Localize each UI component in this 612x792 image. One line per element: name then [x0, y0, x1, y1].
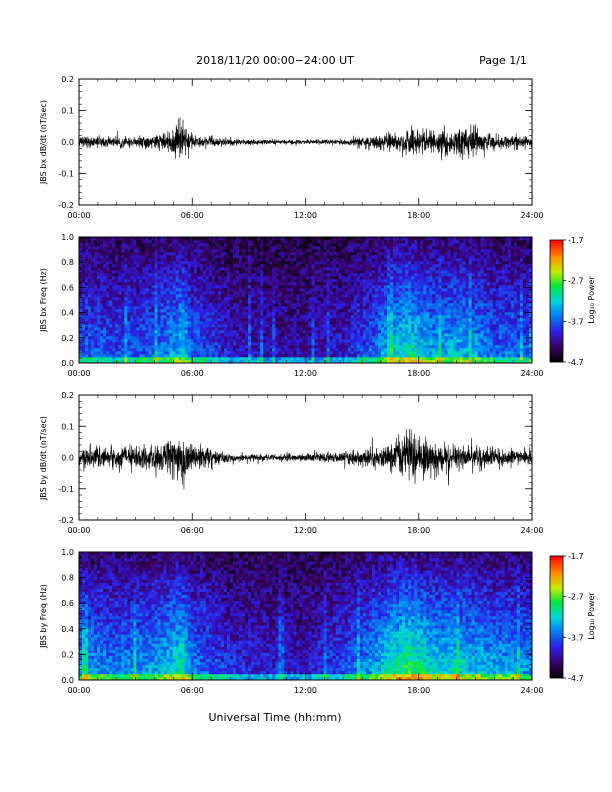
x-tick-label: 12:00	[294, 369, 317, 378]
x-tick-label: 18:00	[407, 526, 430, 535]
bx-spectrogram-panel: JBS bx Freq (Hz) 1.0 0.8 0.6 0.4 0.2 0.000:00…	[39, 233, 544, 378]
page-indicator: Page 1/1	[479, 54, 527, 67]
y-tick-label: 0.4	[61, 625, 74, 634]
y-tick-label: 0.6	[61, 283, 74, 292]
y-tick-label: -0.1	[58, 170, 74, 179]
colorbar-tick-label: -2.7	[568, 593, 584, 602]
colorbar-tick-label: -1.7	[568, 552, 584, 561]
y-tick-label: 0.1	[61, 422, 74, 431]
figure-title: 2018/11/20 00:00−24:00 UT	[196, 54, 354, 67]
bx-waveform-panel: JBS bx dB/dt (nT/sec) 0.20.10.0-0.1-0.20…	[39, 75, 544, 220]
by-waveform-ylabel: JBS by dB/dt (nT/sec)	[39, 416, 48, 501]
y-tick-label: -0.2	[58, 516, 74, 525]
x-tick-label: 18:00	[407, 211, 430, 220]
colorbar-tick-label: -1.7	[568, 236, 584, 245]
y-tick-label: 0.1	[61, 107, 74, 116]
x-tick-label: 18:00	[407, 369, 430, 378]
by-waveform-panel: JBS by dB/dt (nT/sec) 0.20.10.0-0.1-0.20…	[39, 391, 544, 535]
x-tick-label: 06:00	[181, 369, 204, 378]
colorbar-tick-label: -2.7	[568, 277, 584, 286]
x-tick-label: 12:00	[294, 211, 317, 220]
y-tick-label: 0.2	[61, 391, 74, 400]
x-tick-label: 06:00	[181, 686, 204, 695]
waveform-trace	[78, 117, 533, 161]
x-tick-label: 00:00	[67, 526, 90, 535]
x-tick-label: 24:00	[520, 211, 543, 220]
by-spectrogram-ylabel: JBS by Freq (Hz)	[39, 584, 48, 649]
by-colorbar-label: Log₁₀ Power	[587, 592, 596, 640]
x-tick-label: 06:00	[181, 526, 204, 535]
x-tick-label: 18:00	[407, 686, 430, 695]
colorbar-tick-label: -3.7	[568, 633, 584, 642]
y-tick-label: 0.4	[61, 309, 74, 318]
y-tick-label: -0.1	[58, 485, 74, 494]
y-tick-label: 0.2	[61, 334, 74, 343]
bx-colorbar: Log₁₀ Power -1.7 -2.7 -3.7 -4.7	[549, 236, 596, 367]
bx-spectrogram-ylabel: JBS bx Freq (Hz)	[39, 268, 48, 333]
bx-colorbar-label: Log₁₀ Power	[587, 276, 596, 324]
y-tick-label: 0.2	[61, 650, 74, 659]
colorbar-frame	[549, 239, 564, 363]
y-tick-label: 0.0	[61, 359, 74, 368]
x-tick-label: 00:00	[67, 369, 90, 378]
x-tick-label: 24:00	[520, 526, 543, 535]
x-tick-label: 24:00	[520, 686, 543, 695]
x-tick-label: 12:00	[294, 526, 317, 535]
colorbar-frame	[549, 555, 564, 679]
by-colorbar: Log₁₀ Power -1.7 -2.7 -3.7 -4.7	[549, 552, 596, 683]
spectrogram-cells	[79, 237, 533, 364]
y-tick-label: 0.0	[61, 454, 74, 463]
colorbar-tick-label: -3.7	[568, 317, 584, 326]
y-tick-label: 1.0	[61, 548, 74, 557]
y-tick-label: 0.0	[61, 138, 74, 147]
colorbar-tick-label: -4.7	[568, 674, 584, 683]
y-tick-label: 0.8	[61, 574, 74, 583]
colorbar-tick-label: -4.7	[568, 358, 584, 367]
y-tick-label: -0.2	[58, 201, 74, 210]
y-tick-label: 0.2	[61, 75, 74, 84]
x-tick-label: 06:00	[181, 211, 204, 220]
by-spectrogram-panel: JBS by Freq (Hz) 1.0 0.8 0.6 0.4 0.2 0.000:00…	[39, 548, 544, 695]
y-tick-label: 0.6	[61, 599, 74, 608]
x-tick-label: 00:00	[67, 686, 90, 695]
spectrogram-cells	[79, 552, 533, 681]
bx-waveform-ylabel: JBS bx dB/dt (nT/sec)	[39, 100, 48, 185]
x-tick-label: 12:00	[294, 686, 317, 695]
x-tick-label: 24:00	[520, 369, 543, 378]
waveform-trace	[78, 428, 533, 490]
x-tick-label: 00:00	[67, 211, 90, 220]
x-axis-label: Universal Time (hh:mm)	[209, 711, 342, 724]
y-tick-label: 1.0	[61, 233, 74, 242]
y-tick-label: 0.8	[61, 258, 74, 267]
y-tick-label: 0.0	[61, 676, 74, 685]
